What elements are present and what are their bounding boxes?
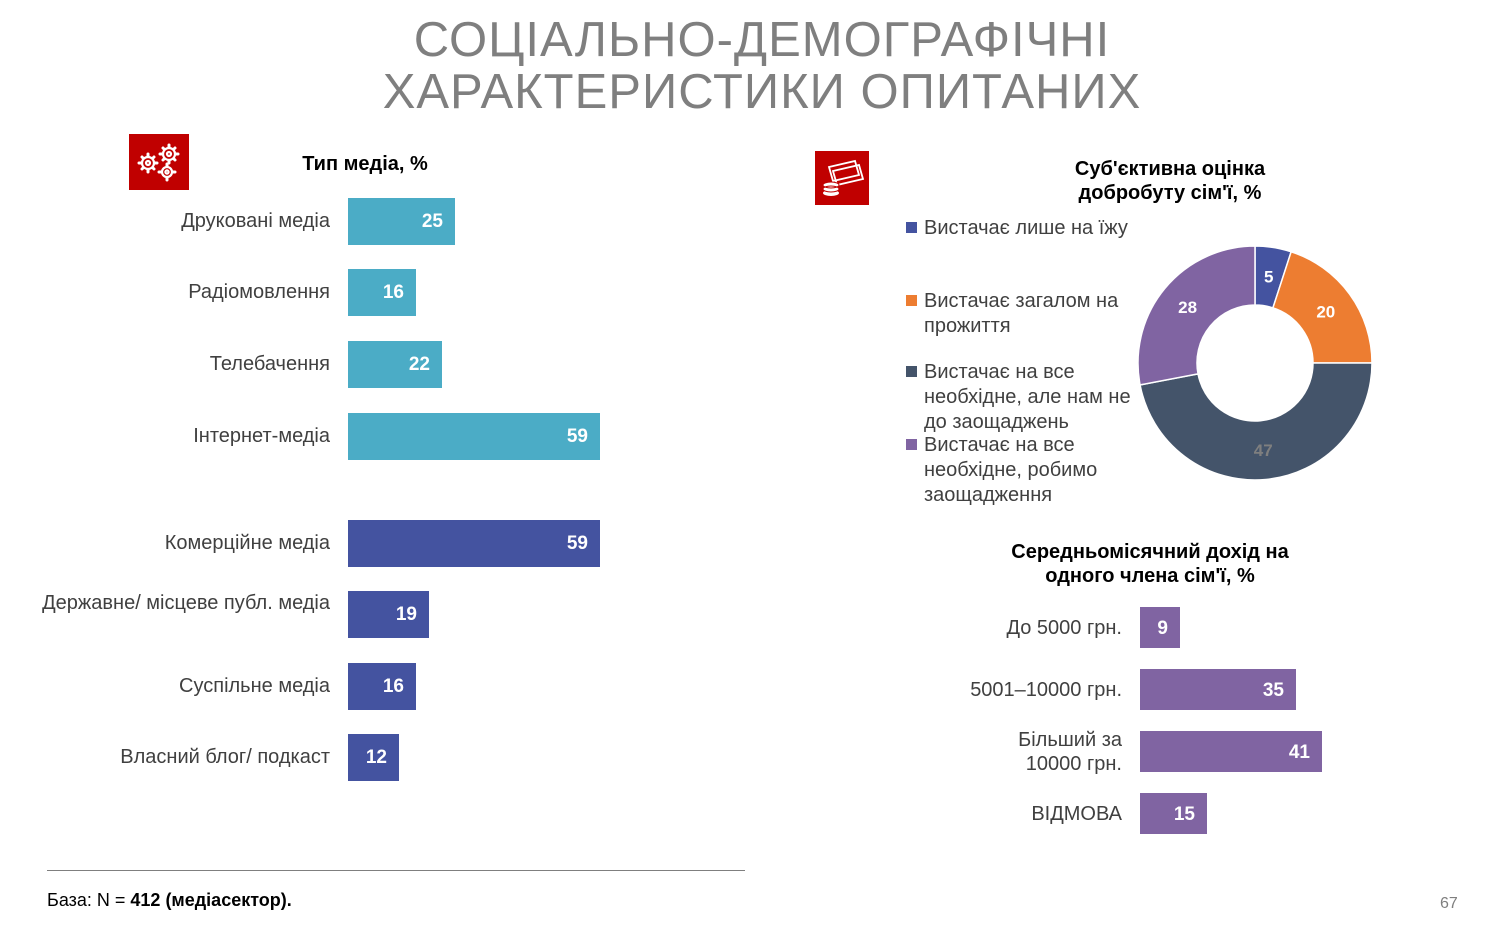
data-label: 9 — [1157, 618, 1168, 639]
bar — [1140, 793, 1207, 834]
slice-data-label: 28 — [1178, 298, 1197, 317]
money-icon — [815, 151, 869, 205]
category-label: Більший за 10000 грн. — [1018, 729, 1122, 775]
legend-swatch — [906, 439, 917, 450]
footer-prefix: База: N = — [47, 890, 131, 910]
wellbeing-chart-title: Суб'єктивна оцінка добробуту сім'ї, % — [1074, 158, 1266, 204]
category-label: До 5000 грн. — [1006, 617, 1122, 639]
category-label: Друковані медіа — [181, 210, 330, 232]
bar — [348, 734, 399, 781]
slice-data-label: 47 — [1254, 441, 1273, 460]
legend-label: Вистачає на все необхідне, але нам не до… — [924, 361, 1131, 433]
slide-title: СОЦІАЛЬНО-ДЕМОГРАФІЧНІ ХАРАКТЕРИСТИКИ ОП… — [0, 14, 1500, 118]
bar — [348, 413, 600, 460]
category-label: 5001–10000 грн. — [970, 679, 1122, 701]
bar — [1140, 669, 1296, 710]
data-label: 15 — [1173, 804, 1195, 825]
bar — [348, 663, 416, 710]
category-label: Радіомовлення — [188, 281, 330, 303]
title-line-2: ХАРАКТЕРИСТИКИ ОПИТАНИХ — [382, 65, 1142, 119]
category-label: ВІДМОВА — [1031, 803, 1122, 825]
income-chart-title: Середньомісячний дохід на одного члена с… — [1011, 541, 1289, 587]
data-label: 19 — [395, 604, 417, 625]
legend-item: Вистачає на все необхідне, робимо заощад… — [906, 433, 1146, 513]
bar — [348, 591, 429, 638]
legend-swatch — [906, 295, 917, 306]
category-label: Телебачення — [209, 353, 330, 375]
bar — [348, 341, 442, 388]
title-line-1: СОЦІАЛЬНО-ДЕМОГРАФІЧНІ — [413, 13, 1111, 67]
legend-swatch — [906, 366, 917, 377]
legend-item: Вистачає загалом на прожиття — [906, 289, 1146, 369]
data-label: 59 — [566, 426, 588, 447]
legend-swatch — [906, 222, 917, 233]
category-label: Інтернет-медіа — [193, 425, 330, 447]
bar — [348, 520, 600, 567]
slice-data-label: 5 — [1264, 268, 1273, 287]
legend-label: Вистачає на все необхідне, робимо заощад… — [924, 434, 1098, 506]
data-label: 35 — [1262, 680, 1284, 701]
slice-data-label: 20 — [1316, 303, 1335, 322]
donut-slice — [1137, 245, 1256, 386]
page-number: 67 — [1440, 895, 1458, 912]
legend-label: Вистачає загалом на прожиття — [924, 290, 1119, 337]
media-type-chart-title: Тип медіа, % — [302, 153, 428, 175]
bar — [348, 269, 416, 316]
legend-item: Вистачає на все необхідне, але нам не до… — [906, 360, 1146, 440]
bar — [1140, 731, 1322, 772]
category-label: Власний блог/ подкаст — [120, 746, 330, 768]
footer-base-note: База: N = 412 (медіасектор). — [47, 890, 292, 911]
data-label: 16 — [382, 282, 404, 303]
donut-slice — [1271, 250, 1373, 364]
footer-divider — [47, 870, 745, 871]
bar — [348, 198, 455, 245]
gears-icon — [129, 134, 189, 190]
wellbeing-donut-chart: 5 20 47 28 — [1137, 245, 1373, 481]
category-label: Комерційне медіа — [164, 532, 330, 554]
data-label: 12 — [365, 747, 387, 768]
footer-sample-size: 412 (медіасектор). — [130, 890, 292, 910]
legend-item: Вистачає лише на їжу — [906, 216, 1146, 296]
bar — [1140, 607, 1180, 648]
category-label: Суспільне медіа — [179, 675, 330, 697]
data-label: 41 — [1288, 742, 1310, 763]
data-label: 22 — [408, 354, 430, 375]
data-label: 16 — [382, 676, 404, 697]
data-label: 25 — [421, 211, 443, 232]
category-label: Державне/ місцеве публ. медіа — [42, 592, 330, 614]
data-label: 59 — [566, 533, 588, 554]
donut-slice — [1139, 362, 1373, 481]
legend-label: Вистачає лише на їжу — [924, 217, 1128, 239]
